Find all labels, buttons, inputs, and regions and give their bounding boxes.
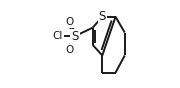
Text: Cl: Cl [52, 31, 63, 41]
Text: S: S [99, 10, 106, 23]
Text: O: O [65, 45, 73, 55]
Text: O: O [65, 17, 73, 27]
Text: S: S [71, 30, 79, 43]
